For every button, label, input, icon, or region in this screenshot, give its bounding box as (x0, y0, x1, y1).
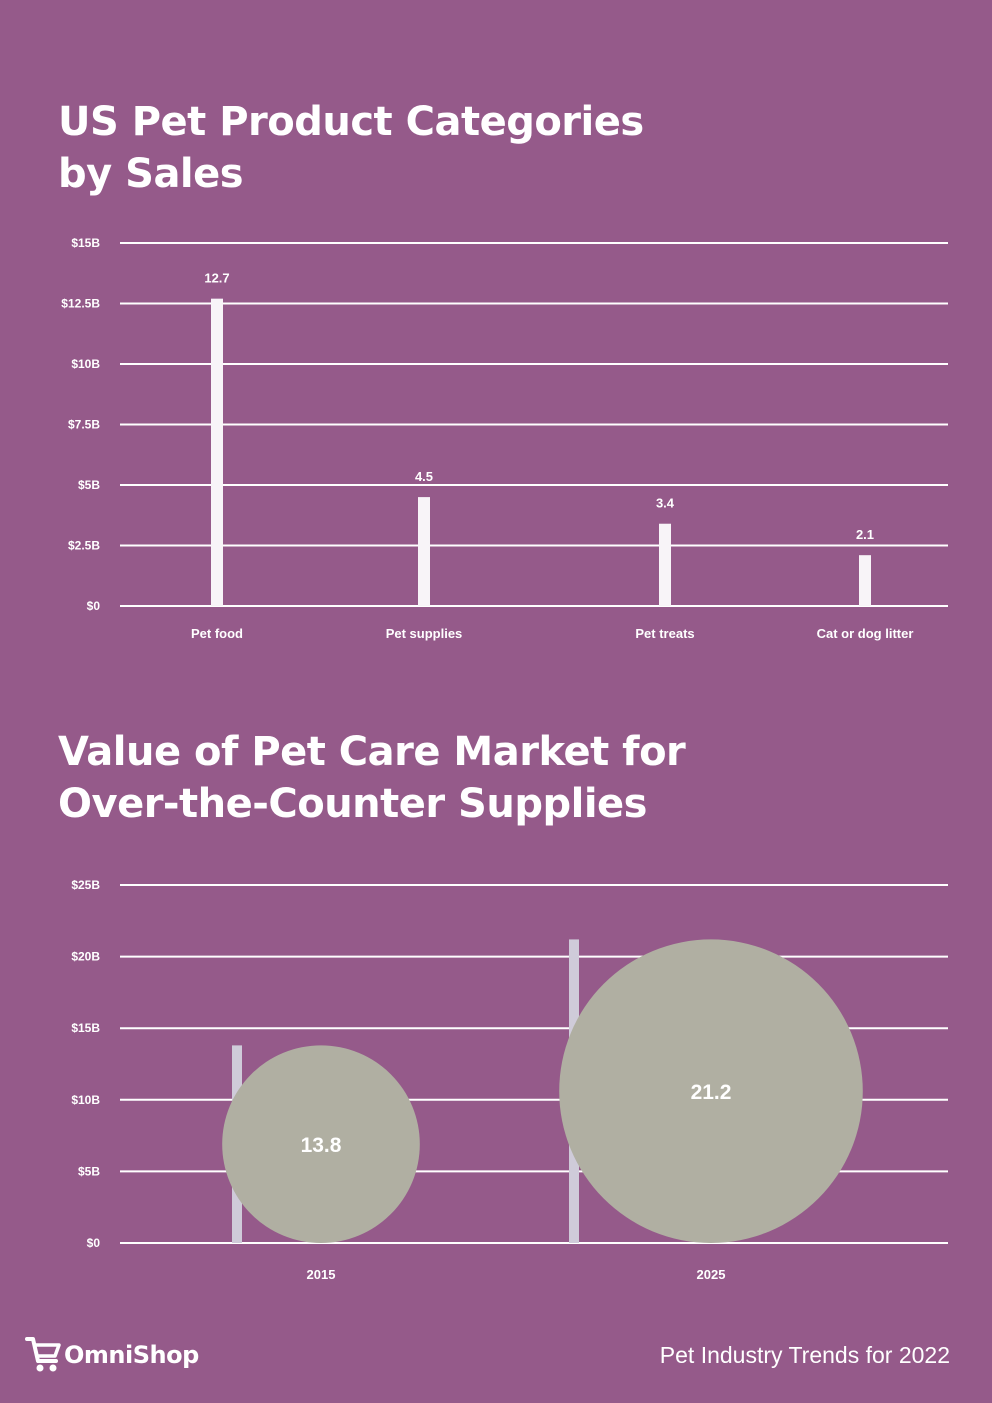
y-tick-label: $12.5B (61, 297, 100, 311)
y-tick-label: $10B (71, 1093, 100, 1107)
y-tick-label: $5B (78, 478, 100, 492)
bar (418, 497, 430, 606)
data-label: 4.5 (415, 469, 433, 484)
x-tick-label: 2015 (307, 1267, 336, 1282)
x-tick-label: Pet treats (635, 626, 694, 641)
x-tick-label: Cat or dog litter (817, 626, 914, 641)
x-tick-label: 2025 (697, 1267, 726, 1282)
logo-text: OmniShop (64, 1341, 199, 1369)
y-tick-label: $2.5B (68, 539, 100, 553)
chart1-title-line2: by Sales (58, 151, 244, 197)
chart1-title: US Pet Product Categories by Sales (58, 96, 698, 200)
y-tick-label: $0 (87, 599, 101, 613)
y-tick-label: $20B (71, 950, 100, 964)
data-label: 13.8 (301, 1134, 342, 1157)
chart2-title-line1: Value of Pet Care Market for (58, 729, 686, 775)
y-tick-label: $15B (71, 1021, 100, 1035)
y-tick-label: $0 (87, 1236, 101, 1250)
bubble-chart-market-value: $0 $5B $10B $15B $20B $25B 13.8 2015 21.2 2025 (71, 878, 948, 1282)
y-tick-label: $5B (78, 1164, 100, 1178)
cart-icon (25, 1337, 61, 1372)
y-tick-label: $10B (71, 357, 100, 371)
bubble (559, 939, 863, 1243)
omnishop-logo: OmniShop (24, 1333, 199, 1377)
chart1-title-line1: US Pet Product Categories (58, 99, 644, 145)
y-tick-label: $7.5B (68, 418, 100, 432)
data-label: 2.1 (856, 527, 874, 542)
y-tick-label: $25B (71, 878, 100, 892)
bar (859, 555, 871, 606)
bar-chart-categories: $0 $2.5B $5B $7.5B $10B $12.5B $15B 12.7 Pet foo… (61, 236, 948, 641)
bubble (222, 1045, 420, 1243)
data-label: 3.4 (656, 496, 675, 511)
data-label: 21.2 (691, 1081, 732, 1104)
x-tick-label: Pet food (191, 626, 243, 641)
bar (659, 523, 671, 606)
x-tick-label: Pet supplies (386, 626, 463, 641)
chart2-title-line2: Over-the-Counter Supplies (58, 781, 647, 827)
footer-caption: Pet Industry Trends for 2022 (659, 1342, 950, 1368)
bar (211, 298, 223, 606)
data-label: 12.7 (204, 271, 229, 286)
chart2-title: Value of Pet Care Market for Over-the-Co… (58, 726, 758, 830)
y-tick-label: $15B (71, 236, 100, 250)
